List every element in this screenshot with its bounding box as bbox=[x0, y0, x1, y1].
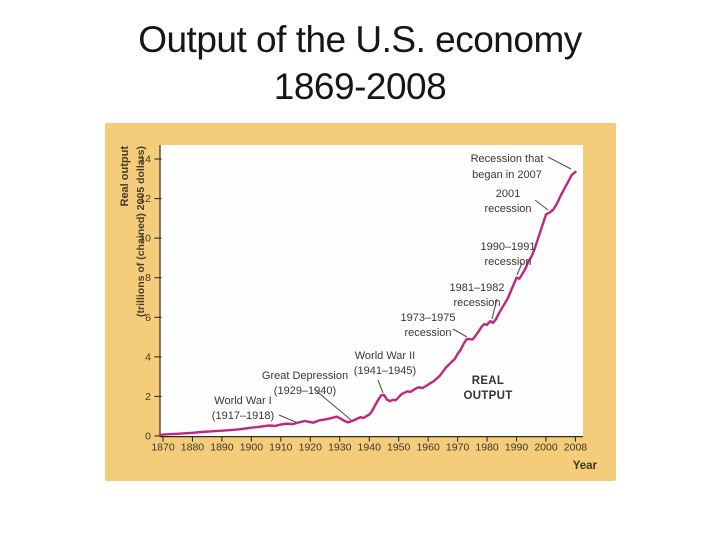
real-output-line bbox=[158, 170, 577, 436]
annotation-recession-2007-line2: began in 2007 bbox=[472, 169, 542, 181]
x-tick-label: 1940 bbox=[358, 442, 382, 454]
annotation-recession-1973-line2: recession bbox=[404, 327, 451, 339]
y-tick-label: 2 bbox=[145, 391, 151, 403]
slide-title-line2: 1869-2008 bbox=[273, 66, 447, 107]
annotation-ww1-line2: (1917–1918) bbox=[212, 410, 274, 422]
y-axis-title-line2: (trillions of (chained) 2005 dollars) bbox=[135, 146, 147, 317]
annotation-recession-1981-line1: 1981–1982 bbox=[449, 282, 504, 294]
annotation-great-depression-line1: Great Depression bbox=[262, 370, 348, 382]
annotation-ww1-line1: World War I bbox=[214, 395, 271, 407]
x-tick-label: 1920 bbox=[299, 442, 323, 454]
slide-title-line1: Output of the U.S. economy bbox=[138, 19, 582, 60]
slide-title: Output of the U.S. economy 1869-2008 bbox=[0, 16, 720, 110]
plot-area bbox=[160, 145, 583, 437]
leader-recession-2001 bbox=[534, 199, 549, 211]
x-tick-label: 1910 bbox=[269, 442, 293, 454]
x-tick-label: 2008 bbox=[564, 442, 588, 454]
x-tick-label: 1890 bbox=[210, 442, 234, 454]
y-tick-label: 0 bbox=[145, 431, 151, 443]
leader-great-depression bbox=[313, 388, 352, 421]
x-tick-label: 1870 bbox=[151, 442, 175, 454]
annotation-recession-2007-line1: Recession that bbox=[471, 153, 544, 165]
y-tick-label: 6 bbox=[145, 312, 151, 324]
x-tick-label: 1900 bbox=[240, 442, 264, 454]
x-tick-label: 1980 bbox=[475, 442, 499, 454]
leader-ww2 bbox=[377, 379, 384, 394]
annotation-recession-1990-line1: 1990–1991 bbox=[480, 241, 535, 253]
annotation-great-depression-line2: (1929–1940) bbox=[274, 385, 336, 397]
annotations: World War I (1917–1918) Great Depression… bbox=[212, 153, 544, 422]
y-tick-label: 10 bbox=[139, 233, 151, 245]
x-tick-label: 1930 bbox=[328, 442, 352, 454]
x-tick-label: 1960 bbox=[416, 442, 440, 454]
leader-recession-1981 bbox=[491, 298, 498, 320]
y-tick-label: 12 bbox=[139, 193, 151, 205]
generated-chart-layer: 0 2 4 6 8 10 12 14 1870 1880 1890 1900 1910 1920 1930 1… bbox=[139, 154, 587, 454]
annotation-recession-1981-line2: recession bbox=[453, 297, 500, 309]
series-label-line1: REAL bbox=[472, 375, 505, 387]
y-tick-label: 14 bbox=[139, 154, 151, 166]
leader-recession-2007 bbox=[547, 156, 572, 170]
leader-recession-1990 bbox=[516, 262, 523, 276]
annotation-ww2-line1: World War II bbox=[355, 350, 416, 362]
real-output-chart: 0 2 4 6 8 10 12 14 1870 1880 1890 1900 1910 1920 1930 1… bbox=[119, 145, 598, 472]
x-tick-label: 1950 bbox=[387, 442, 411, 454]
annotation-recession-2001-line2: recession bbox=[484, 203, 531, 215]
leader-ww1 bbox=[278, 414, 299, 424]
x-tick-label: 1990 bbox=[505, 442, 529, 454]
y-tick-label: 4 bbox=[145, 351, 151, 363]
annotation-recession-2001-line1: 2001 bbox=[496, 188, 520, 200]
leader-recession-1973 bbox=[452, 328, 468, 338]
annotation-recession-1990-line2: recession bbox=[484, 256, 531, 268]
x-tick-label: 2000 bbox=[534, 442, 558, 454]
x-tick-label: 1880 bbox=[181, 442, 205, 454]
x-tick-label: 1970 bbox=[446, 442, 470, 454]
annotation-ww2-line2: (1941–1945) bbox=[354, 365, 416, 377]
y-axis-title-line1: Real output bbox=[119, 146, 131, 207]
annotation-leader-lines bbox=[278, 156, 572, 424]
x-axis-title: Year bbox=[573, 460, 598, 472]
annotation-recession-1973-line1: 1973–1975 bbox=[400, 312, 455, 324]
y-tick-label: 8 bbox=[145, 272, 151, 284]
chart-panel: 0 2 4 6 8 10 12 14 1870 1880 1890 1900 1910 1920 1930 1… bbox=[105, 123, 616, 481]
series-label-line2: OUTPUT bbox=[463, 390, 512, 402]
